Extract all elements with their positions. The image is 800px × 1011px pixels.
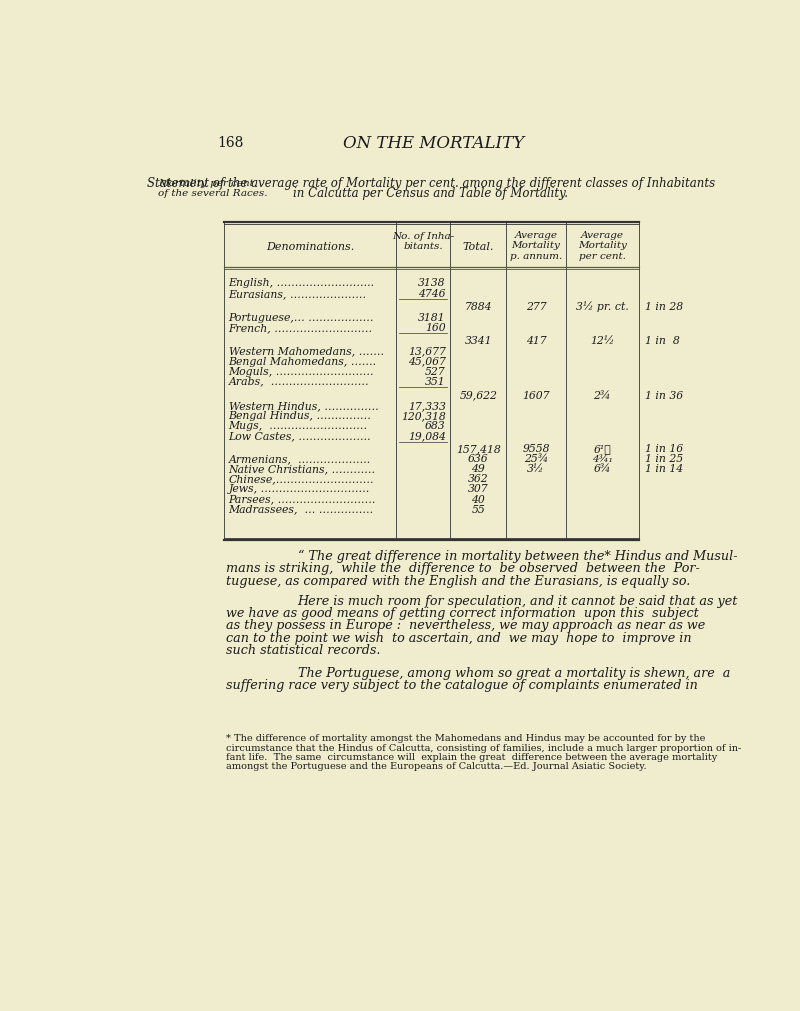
Text: 683: 683 xyxy=(425,421,446,431)
Text: Jews, …………………………: Jews, ………………………… xyxy=(229,484,370,494)
Text: * The difference of mortality amongst the Mahomedans and Hindus may be accounted: * The difference of mortality amongst th… xyxy=(226,734,706,743)
Text: 40: 40 xyxy=(471,494,485,504)
Text: 1 in  8: 1 in 8 xyxy=(645,336,679,346)
Text: 45,067: 45,067 xyxy=(408,356,446,366)
Text: 1 in 14: 1 in 14 xyxy=(645,464,683,474)
Text: 3181: 3181 xyxy=(418,312,446,323)
Text: suffering race very subject to the catalogue of complaints enumerated in: suffering race very subject to the catal… xyxy=(226,678,698,692)
Text: 13,677: 13,677 xyxy=(408,347,446,356)
Text: 277: 277 xyxy=(526,301,546,311)
Text: Statement of the average rate of Mortality per cent. among the different classes: Statement of the average rate of Mortali… xyxy=(147,176,715,189)
Text: Chinese,………………………: Chinese,……………………… xyxy=(229,474,374,484)
Text: 19,084: 19,084 xyxy=(408,431,446,441)
Text: ON THE MORTALITY: ON THE MORTALITY xyxy=(342,134,524,152)
Text: Mortality per cent.: Mortality per cent. xyxy=(158,178,257,187)
Text: “ The great difference in mortality between the* Hindus and Musul-: “ The great difference in mortality betw… xyxy=(298,549,737,562)
Text: 362: 362 xyxy=(468,474,489,484)
Text: 3½: 3½ xyxy=(527,464,545,474)
Text: 7884: 7884 xyxy=(465,301,492,311)
Text: 527: 527 xyxy=(425,366,446,376)
Text: bitants.: bitants. xyxy=(403,243,443,251)
Text: Mortality: Mortality xyxy=(511,241,560,250)
Text: Here is much room for speculation, and it cannot be said that as yet: Here is much room for speculation, and i… xyxy=(298,594,738,607)
Text: 12½: 12½ xyxy=(590,336,614,346)
Text: fant life.  The same  circumstance will  explain the great  difference between t: fant life. The same circumstance will ex… xyxy=(226,752,718,761)
Text: Mugs,  ………………………: Mugs, ……………………… xyxy=(229,421,368,431)
Text: The Portuguese, among whom so great a mortality is shewn, are  a: The Portuguese, among whom so great a mo… xyxy=(298,666,730,679)
Text: Moguls, ………………………: Moguls, ……………………… xyxy=(229,366,374,376)
Text: Western Mahomedans, …….: Western Mahomedans, ……. xyxy=(229,347,384,356)
Text: 417: 417 xyxy=(526,336,546,346)
Text: Average: Average xyxy=(514,231,558,240)
Text: Madrassees,  … ……………: Madrassees, … …………… xyxy=(229,504,374,514)
Text: 351: 351 xyxy=(425,376,446,386)
Text: 3½ pr. ct.: 3½ pr. ct. xyxy=(576,301,629,312)
Text: 157,418: 157,418 xyxy=(456,444,501,454)
Text: Total.: Total. xyxy=(462,242,494,252)
Text: of the several Races.: of the several Races. xyxy=(158,188,268,197)
Text: such statistical records.: such statistical records. xyxy=(226,643,381,656)
Text: amongst the Portuguese and the Europeans of Calcutta.—Ed. Journal Asiatic Societ: amongst the Portuguese and the Europeans… xyxy=(226,761,647,770)
Text: Mortality: Mortality xyxy=(578,241,626,250)
Text: Portuguese,… ………………: Portuguese,… ……………… xyxy=(229,312,374,323)
Text: 59,622: 59,622 xyxy=(459,390,497,400)
Text: as they possess in Europe :  nevertheless, we may approach as near as we: as they possess in Europe : nevertheless… xyxy=(226,619,706,632)
Text: per cent.: per cent. xyxy=(578,252,626,261)
Text: Eurasians, …………………: Eurasians, ………………… xyxy=(229,288,366,298)
Text: p. annum.: p. annum. xyxy=(510,252,562,261)
Text: Parsees, ………………………: Parsees, ……………………… xyxy=(229,494,376,504)
Text: English, ……………………...: English, ……………………... xyxy=(229,278,374,288)
Text: 55: 55 xyxy=(471,504,485,514)
Text: we have as good means of getting correct information  upon this  subject: we have as good means of getting correct… xyxy=(226,607,699,620)
Text: 160: 160 xyxy=(425,323,446,333)
Text: French, ………………………: French, ……………………… xyxy=(229,323,373,333)
Text: 1607: 1607 xyxy=(522,390,550,400)
Text: 2¾: 2¾ xyxy=(594,390,611,400)
Text: 6¾: 6¾ xyxy=(594,464,611,474)
Text: 9558: 9558 xyxy=(522,444,550,454)
Text: Armenians,  ………………..: Armenians, ……………….. xyxy=(229,454,371,464)
Text: 1 in 28: 1 in 28 xyxy=(645,301,683,311)
Text: can to the point we wish  to ascertain, and  we may  hope to  improve in: can to the point we wish to ascertain, a… xyxy=(226,631,692,644)
Text: 168: 168 xyxy=(217,135,243,150)
Text: 1 in 36: 1 in 36 xyxy=(645,390,683,400)
Text: Native Christians, …………: Native Christians, ………… xyxy=(229,464,376,474)
Text: 4746: 4746 xyxy=(418,288,446,298)
Text: 6¹⼒: 6¹⼒ xyxy=(594,444,611,454)
Text: Average: Average xyxy=(581,231,624,240)
Text: No. of Inha-: No. of Inha- xyxy=(392,233,454,242)
Text: Denominations.: Denominations. xyxy=(266,242,354,252)
Text: 307: 307 xyxy=(468,484,489,494)
Text: Arabs,  ………………………: Arabs, ……………………… xyxy=(229,376,370,386)
Text: 3138: 3138 xyxy=(418,278,446,288)
Text: Western Hindus, ……………: Western Hindus, …………… xyxy=(229,401,378,410)
Text: 3341: 3341 xyxy=(465,336,492,346)
Text: 636: 636 xyxy=(468,454,489,464)
Text: in Calcutta per Census and Table of Mortality.: in Calcutta per Census and Table of Mort… xyxy=(294,186,569,199)
Text: 17,333: 17,333 xyxy=(408,401,446,410)
Text: Bengal Hindus, ……………: Bengal Hindus, …………… xyxy=(229,410,371,421)
Text: circumstance that the Hindus of Calcutta, consisting of families, include a much: circumstance that the Hindus of Calcutta… xyxy=(226,743,742,752)
Text: 1 in 25: 1 in 25 xyxy=(645,454,683,464)
Text: tuguese, as compared with the English and the Eurasians, is equally so.: tuguese, as compared with the English an… xyxy=(226,574,690,587)
Text: Low Castes, ………………..: Low Castes, ……………….. xyxy=(229,431,371,441)
Text: 4¾₁: 4¾₁ xyxy=(592,455,613,463)
Text: mans is striking,  while the  difference to  be observed  between the  Por-: mans is striking, while the difference t… xyxy=(226,562,700,574)
Text: 25¾: 25¾ xyxy=(524,454,548,464)
Text: 1 in 16: 1 in 16 xyxy=(645,444,683,454)
Text: Bengal Mahomedans, …….: Bengal Mahomedans, ……. xyxy=(229,356,377,366)
Text: 120,318: 120,318 xyxy=(401,410,446,421)
Text: 49: 49 xyxy=(471,464,485,474)
